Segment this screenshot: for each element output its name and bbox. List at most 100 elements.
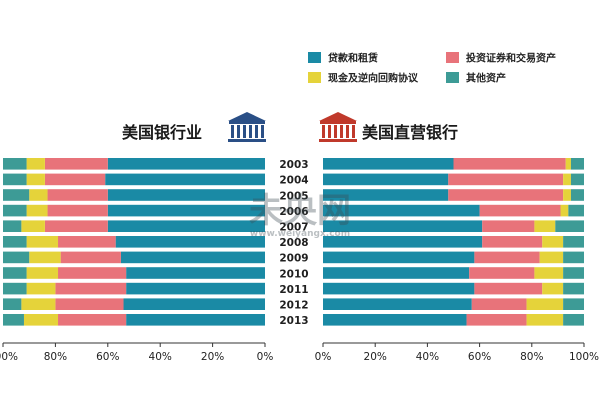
watermark-text: 未央网 bbox=[249, 191, 351, 231]
year-label-2012: 2012 bbox=[279, 300, 308, 312]
panel-titles: 美国银行业 美国直营银行 bbox=[122, 112, 458, 142]
year-label-2013: 2013 bbox=[279, 315, 308, 327]
tick-label-right-5: 100% bbox=[569, 351, 599, 363]
bar-left-2013-securities bbox=[58, 314, 127, 326]
bar-right-2009-securities bbox=[474, 251, 540, 264]
panel-bars-left bbox=[3, 158, 266, 326]
x-axis-right: 0% 20% 40% 60% 80% 100% bbox=[315, 342, 599, 363]
bar-right-2013-other bbox=[563, 314, 584, 326]
bar-right-2010-other bbox=[563, 267, 584, 279]
bar-right-2006-securities bbox=[479, 204, 561, 217]
bar-left-2003-repo bbox=[26, 158, 45, 170]
bar-right-2010-securities bbox=[469, 267, 535, 279]
bar-right-2005-repo bbox=[563, 189, 571, 201]
bar-left-2007-loans bbox=[107, 220, 265, 232]
bar-left-2012-loans bbox=[123, 298, 266, 310]
bar-left-2011-other bbox=[3, 282, 27, 295]
bar-right-2006-other bbox=[568, 204, 584, 217]
bar-left-2013-loans bbox=[126, 314, 265, 326]
bar-left-2006-loans bbox=[107, 204, 265, 217]
bar-left-2004-securities bbox=[44, 173, 106, 186]
bars bbox=[3, 158, 584, 326]
bar-right-2008-repo bbox=[542, 236, 564, 248]
bar-left-2012-securities bbox=[55, 298, 124, 310]
bar-right-2004-loans bbox=[323, 173, 449, 186]
panel-title-us-direct-banks: 美国直营银行 bbox=[362, 123, 458, 142]
bar-right-2005-other bbox=[570, 189, 584, 201]
tick-label-left-4: 20% bbox=[201, 351, 224, 363]
legend-swatch-other bbox=[446, 72, 459, 83]
bar-right-2007-securities bbox=[482, 220, 535, 232]
year-label-2003: 2003 bbox=[279, 159, 308, 171]
bar-right-2011-other bbox=[563, 282, 584, 295]
legend-swatch-repo bbox=[308, 72, 321, 83]
bar-left-2003-other bbox=[3, 158, 27, 170]
bar-left-2003-securities bbox=[44, 158, 108, 170]
bar-right-2004-securities bbox=[448, 173, 564, 186]
bank-building-icon bbox=[228, 112, 266, 142]
bar-right-2003-repo bbox=[565, 158, 571, 170]
bar-left-2011-securities bbox=[55, 282, 127, 295]
bar-left-2011-loans bbox=[126, 282, 265, 295]
bar-right-2009-loans bbox=[323, 251, 475, 264]
bar-left-2006-other bbox=[3, 204, 27, 217]
bar-right-2011-securities bbox=[474, 282, 543, 295]
year-label-2006: 2006 bbox=[279, 206, 308, 218]
bar-right-2008-loans bbox=[323, 236, 483, 248]
bar-left-2009-loans bbox=[120, 251, 266, 264]
bar-right-2004-other bbox=[570, 173, 584, 186]
legend-label-other: 其他资产 bbox=[466, 72, 506, 85]
year-label-2011: 2011 bbox=[279, 284, 308, 296]
legend-swatch-loans bbox=[308, 52, 321, 63]
bar-right-2003-other bbox=[570, 158, 584, 170]
bar-left-2003-loans bbox=[107, 158, 265, 170]
bar-right-2009-other bbox=[563, 251, 584, 264]
bar-right-2010-repo bbox=[534, 267, 564, 279]
bar-right-2007-loans bbox=[323, 220, 483, 232]
bar-right-2004-repo bbox=[563, 173, 571, 186]
bar-left-2004-other bbox=[3, 173, 27, 186]
bar-right-2011-repo bbox=[542, 282, 564, 295]
tick-label-left-5: 0% bbox=[257, 351, 274, 363]
bar-right-2013-repo bbox=[526, 314, 564, 326]
bar-right-2008-securities bbox=[482, 236, 543, 248]
year-label-2008: 2008 bbox=[279, 237, 308, 249]
tick-label-left-1: 80% bbox=[44, 351, 67, 363]
bar-right-2009-repo bbox=[539, 251, 564, 264]
bar-right-2010-loans bbox=[323, 267, 470, 279]
bar-right-2012-loans bbox=[323, 298, 472, 310]
bar-right-2013-loans bbox=[323, 314, 467, 326]
legend-label-securities: 投资证券和交易资产 bbox=[466, 52, 556, 65]
bar-left-2006-repo bbox=[26, 204, 48, 217]
bar-right-2003-securities bbox=[453, 158, 566, 170]
bar-left-2012-other bbox=[3, 298, 22, 310]
legend-label-loans: 贷款和租赁 bbox=[327, 52, 378, 65]
tick-label-right-0: 0% bbox=[315, 351, 332, 363]
bar-right-2012-securities bbox=[471, 298, 527, 310]
bar-right-2003-loans bbox=[323, 158, 454, 170]
tick-label-left-2: 60% bbox=[96, 351, 119, 363]
year-label-2009: 2009 bbox=[279, 253, 308, 265]
bar-left-2005-loans bbox=[107, 189, 265, 201]
legend-swatch-securities bbox=[446, 52, 459, 63]
bar-left-2008-other bbox=[3, 236, 27, 248]
bar-left-2009-other bbox=[3, 251, 30, 264]
bar-left-2008-securities bbox=[58, 236, 116, 248]
bar-left-2013-other bbox=[3, 314, 24, 326]
tick-label-left-0: 100% bbox=[0, 351, 18, 363]
bar-left-2011-repo bbox=[26, 282, 56, 295]
bar-right-2008-other bbox=[563, 236, 584, 248]
bar-left-2010-loans bbox=[126, 267, 265, 279]
bar-left-2007-securities bbox=[44, 220, 108, 232]
bar-left-2004-repo bbox=[26, 173, 45, 186]
bar-left-2013-repo bbox=[23, 314, 59, 326]
tick-label-right-1: 20% bbox=[364, 351, 387, 363]
bar-left-2010-other bbox=[3, 267, 27, 279]
bar-left-2005-repo bbox=[29, 189, 48, 201]
bar-right-2007-repo bbox=[534, 220, 556, 232]
bar-right-2013-securities bbox=[466, 314, 527, 326]
bar-right-2012-repo bbox=[526, 298, 564, 310]
bar-right-2005-securities bbox=[448, 189, 564, 201]
